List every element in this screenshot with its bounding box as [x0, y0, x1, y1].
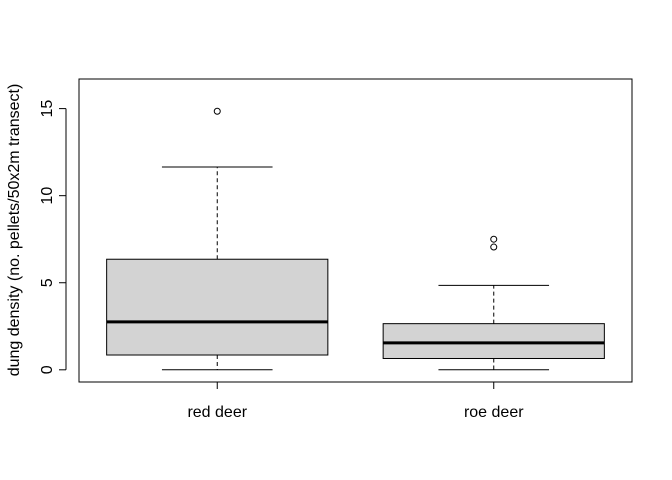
- y-axis-label: dung density (no. pellets/50x2m transect…: [6, 84, 23, 377]
- y-tick-label: 15: [39, 100, 56, 118]
- x-axis: red deer roe deer: [187, 381, 524, 421]
- y-tick-label: 5: [39, 278, 56, 287]
- x-tick-label: red deer: [187, 404, 247, 421]
- outlier-point: [213, 107, 221, 115]
- box-group: [382, 235, 605, 371]
- outlier-point: [490, 243, 498, 251]
- y-axis: 0 5 10 15: [39, 100, 67, 374]
- box-iqr: [106, 258, 329, 356]
- boxes: [106, 107, 605, 371]
- box-iqr: [382, 323, 605, 359]
- y-tick-label: 10: [39, 187, 56, 205]
- y-tick-label: 0: [39, 365, 56, 374]
- x-tick-label: roe deer: [464, 404, 524, 421]
- outlier-point: [490, 235, 498, 243]
- box-group: [106, 107, 329, 371]
